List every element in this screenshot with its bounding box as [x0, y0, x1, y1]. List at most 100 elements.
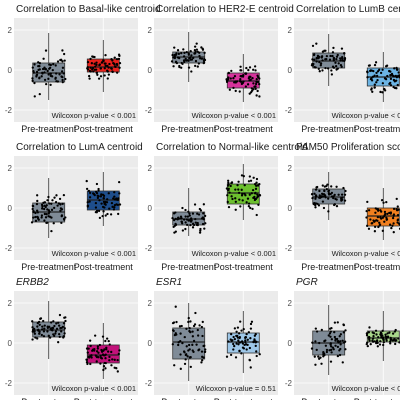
- data-point: [234, 188, 237, 191]
- data-point: [328, 349, 331, 352]
- data-point: [318, 341, 321, 345]
- data-point: [234, 200, 237, 203]
- data-point: [253, 183, 257, 186]
- data-point: [339, 59, 342, 62]
- data-point: [104, 200, 107, 204]
- data-point: [46, 330, 49, 333]
- data-point: [31, 79, 34, 82]
- data-point: [340, 199, 343, 202]
- data-point: [204, 222, 207, 225]
- data-point: [96, 347, 100, 350]
- data-point: [244, 341, 247, 344]
- data-point: [185, 345, 188, 348]
- data-point: [47, 77, 50, 80]
- data-point: [369, 218, 372, 221]
- data-point: [389, 340, 392, 343]
- data-point: [343, 193, 347, 196]
- data-point: [42, 335, 46, 338]
- data-point: [254, 87, 257, 91]
- data-point: [43, 78, 47, 82]
- data-point: [340, 65, 343, 68]
- data-point: [94, 334, 97, 337]
- data-point: [225, 78, 228, 81]
- data-point: [314, 188, 318, 191]
- data-point: [107, 73, 111, 76]
- data-point: [316, 202, 319, 206]
- data-point: [43, 324, 46, 327]
- data-point: [98, 343, 102, 347]
- data-point: [110, 67, 113, 70]
- data-point: [106, 198, 109, 201]
- data-point: [313, 66, 316, 69]
- data-point: [369, 77, 373, 81]
- data-point: [241, 199, 244, 202]
- data-point: [38, 332, 41, 335]
- data-point: [328, 58, 332, 61]
- data-point: [321, 184, 324, 187]
- data-point: [331, 65, 335, 68]
- data-point: [118, 192, 121, 195]
- data-point: [234, 89, 237, 93]
- data-point: [340, 193, 344, 196]
- data-point: [51, 75, 54, 78]
- chart-title: PAM50 Proliferation score: [296, 142, 400, 153]
- data-point: [255, 181, 258, 184]
- data-point: [386, 335, 390, 338]
- data-point: [47, 195, 50, 199]
- y-tick-label: 2: [8, 26, 13, 35]
- data-point: [252, 176, 255, 179]
- data-point: [34, 219, 38, 222]
- data-point: [91, 55, 94, 58]
- data-point: [391, 224, 394, 227]
- x-tick-label: Post-treatment: [74, 124, 134, 134]
- data-point: [256, 196, 259, 199]
- data-point: [332, 196, 335, 200]
- data-point: [40, 333, 43, 337]
- y-tick-label: 2: [148, 164, 153, 173]
- data-point: [376, 219, 379, 222]
- data-point: [200, 46, 203, 49]
- data-point: [54, 64, 57, 67]
- data-point: [341, 59, 344, 62]
- data-point: [100, 193, 103, 196]
- data-point: [393, 330, 397, 333]
- data-point: [369, 343, 372, 346]
- data-point: [50, 321, 53, 324]
- data-point: [320, 328, 323, 331]
- data-point: [239, 65, 242, 68]
- data-point: [55, 327, 59, 330]
- data-point: [54, 332, 57, 335]
- data-point: [256, 89, 259, 93]
- data-point: [37, 68, 40, 72]
- data-point: [386, 332, 389, 335]
- data-point: [104, 54, 107, 57]
- data-point: [118, 349, 121, 352]
- data-point: [325, 57, 328, 61]
- data-point: [321, 59, 324, 62]
- data-point: [60, 70, 64, 73]
- data-point: [43, 327, 46, 330]
- data-point: [108, 207, 111, 210]
- data-point: [373, 63, 377, 67]
- data-point: [103, 354, 106, 357]
- data-point: [321, 69, 324, 72]
- chart-title: Correlation to Normal-like centroid: [156, 142, 308, 153]
- data-point: [61, 49, 64, 52]
- data-point: [171, 321, 175, 325]
- data-point: [381, 82, 385, 85]
- data-point: [189, 365, 192, 369]
- data-point: [51, 68, 54, 72]
- data-point: [366, 344, 369, 348]
- data-point: [315, 330, 319, 333]
- data-point: [180, 220, 183, 223]
- data-point: [86, 204, 90, 207]
- data-point: [95, 209, 99, 212]
- data-point: [247, 202, 251, 205]
- data-point: [373, 230, 377, 233]
- data-point: [373, 225, 377, 229]
- data-point: [100, 202, 103, 205]
- data-point: [233, 327, 237, 330]
- data-point: [194, 50, 197, 53]
- data-point: [104, 361, 107, 365]
- data-point: [254, 187, 258, 190]
